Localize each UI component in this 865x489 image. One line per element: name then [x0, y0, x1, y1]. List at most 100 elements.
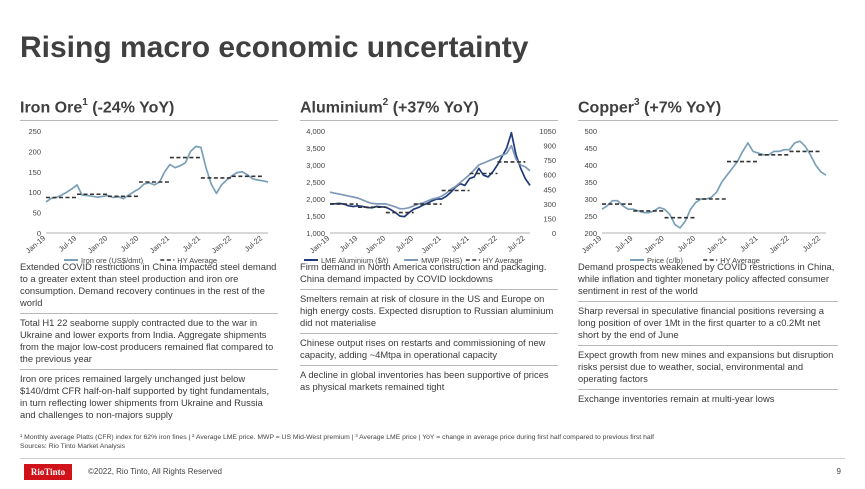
iron-ore-change: (-24% YoY) [92, 99, 175, 117]
bullet-point: Expect growth from new mines and expansi… [578, 349, 834, 384]
aluminium-footnote-mark: 2 [382, 97, 389, 108]
footnote-sources: Sources: Rio Tinto Market Analysis [20, 443, 126, 450]
aluminium-section: Aluminium2 (+37% YoY) 1,000 1,500 2,000 2,5… [300, 97, 558, 392]
x-tick-label: Jul-21 [449, 234, 470, 254]
bullet-point: Total H1 22 seaborne supply contracted d… [20, 317, 274, 364]
copper-title: Copper [578, 99, 634, 117]
bullet-point: Demand prospects weakened by COVID restr… [578, 261, 835, 296]
legend-label: HY Average [720, 256, 760, 265]
legend-label: HY Average [177, 256, 217, 265]
y-tick-label: 350 [584, 178, 597, 187]
price-series-line [601, 140, 827, 229]
footnotes: ¹ Monthly average Platts (CFR) index for… [20, 433, 654, 451]
y-tick-label: 400 [584, 161, 597, 170]
aluminium-heading: Aluminium2 (+37% YoY) [300, 97, 558, 118]
x-tick-label: Jul-20 [394, 234, 415, 254]
copper-footnote-mark: 3 [634, 97, 640, 108]
y-tick-label: 50 [33, 209, 41, 218]
iron-ore-title-rule [20, 120, 278, 121]
bullet-divider [300, 365, 558, 366]
y-right-tick-label: 150 [543, 214, 556, 223]
bullet-point: Sharp reversal in speculative financial … [578, 305, 824, 340]
aluminium-chart: 1,000 1,500 2,000 2,500 3,000 3,500 4,000 0 150 3… [304, 127, 556, 265]
page-number: 9 [836, 467, 841, 476]
legend-label: HY Average [483, 256, 523, 265]
x-tick-label: Jan-20 [642, 234, 665, 256]
mwp-series-line [329, 144, 531, 210]
y-tick-label: 200 [584, 229, 597, 238]
x-tick-label: Jul-22 [243, 234, 264, 254]
x-tick-label: Jan-19 [24, 234, 47, 256]
bullet-point: Smelters remain at risk of closure in th… [300, 293, 554, 328]
bullet-point: Iron ore prices remained largely unchang… [20, 373, 270, 420]
x-tick-label: Jul-19 [613, 234, 634, 254]
y-tick-label: 250 [584, 212, 597, 221]
y-tick-label: 100 [28, 188, 41, 197]
x-tick-label: Jul-20 [119, 234, 140, 254]
x-tick-label: Jan-20 [86, 234, 109, 256]
aluminium-change: (+37% YoY) [392, 99, 479, 117]
copper-heading: Copper3 (+7% YoY) [578, 97, 838, 118]
copper-title-rule [578, 120, 838, 121]
bullet-divider [20, 313, 278, 314]
bullet-divider [578, 301, 838, 302]
y-right-tick-label: 750 [543, 156, 556, 165]
price-series-line [45, 145, 269, 203]
y-tick-label: 500 [584, 127, 597, 136]
x-tick-label: Jul-21 [738, 234, 759, 254]
bullet-divider [20, 369, 278, 370]
y-right-tick-label: 300 [543, 200, 556, 209]
bullet-divider [578, 389, 838, 390]
legend-label: MWP (RHS) [421, 256, 463, 265]
y-tick-label: 2,500 [306, 178, 325, 187]
x-tick-label: Jan-21 [705, 234, 728, 256]
bullet-point: Chinese output rises on restarts and com… [300, 337, 546, 360]
y-right-tick-label: 0 [552, 229, 556, 238]
y-tick-label: 0 [37, 229, 41, 238]
iron-ore-section: Iron Ore1 (-24% YoY) 0 50 100 150 200 250 Jan-… [20, 97, 278, 420]
x-tick-label: Jul-22 [505, 234, 526, 254]
page-title: Rising macro economic uncertainty [20, 31, 529, 64]
y-tick-label: 3,500 [306, 144, 325, 153]
iron-ore-footnote-mark: 1 [82, 97, 88, 108]
iron-ore-heading: Iron Ore1 (-24% YoY) [20, 97, 278, 118]
x-tick-label: Jul-20 [676, 234, 697, 254]
y-tick-label: 250 [28, 127, 41, 136]
copper-bullets: Demand prospects weakened by COVID restr… [578, 258, 838, 409]
copyright: ©2022, Rio Tinto, All Rights Reserved [88, 467, 222, 476]
x-tick-label: Jan-22 [767, 234, 790, 256]
x-tick-label: Jan-21 [420, 234, 443, 256]
x-tick-label: Jan-20 [364, 234, 387, 256]
legend-label: Price (c/lb) [647, 256, 683, 265]
price-series-line [330, 131, 531, 218]
aluminium-title-rule [300, 120, 558, 121]
rio-tinto-logo: RioTinto [24, 464, 72, 480]
y-tick-label: 3,000 [306, 161, 325, 170]
x-tick-label: Jul-21 [181, 234, 202, 254]
bullet-point: Exchange inventories remain at multi-yea… [578, 393, 775, 404]
x-tick-label: Jan-22 [475, 234, 498, 256]
bullet-point: Firm demand in North America constructio… [300, 261, 547, 284]
aluminium-title: Aluminium [300, 99, 383, 117]
bullet-divider [578, 345, 838, 346]
y-tick-label: 4,000 [306, 127, 325, 136]
x-tick-label: Jul-22 [801, 234, 822, 254]
iron-ore-title: Iron Ore [20, 99, 83, 117]
bullet-point: A decline in global inventories has been… [300, 369, 549, 392]
y-right-tick-label: 600 [543, 171, 556, 180]
y-right-tick-label: 900 [543, 142, 556, 151]
footnote-definitions: ¹ Monthly average Platts (CFR) index for… [20, 434, 655, 441]
iron-ore-chart: 0 50 100 150 200 250 Jan-19 Jul-19 Jan-20 Jul-20 J… [24, 127, 269, 265]
y-right-tick-label: 450 [543, 185, 556, 194]
y-tick-label: 300 [584, 195, 597, 204]
copper-section: Copper3 (+7% YoY) 200 250 300 350 400 450 500 J… [578, 97, 838, 404]
y-tick-label: 1,000 [306, 229, 325, 238]
copper-change: (+7% YoY) [644, 99, 722, 117]
y-tick-label: 1,500 [306, 212, 325, 221]
bullet-point: Extended COVID restrictions in China imp… [20, 261, 277, 308]
aluminium-bullets: Firm demand in North America constructio… [300, 258, 558, 397]
footer-rule [20, 458, 845, 459]
x-tick-label: Jan-22 [210, 234, 233, 256]
y-right-tick-label: 1050 [539, 127, 556, 136]
